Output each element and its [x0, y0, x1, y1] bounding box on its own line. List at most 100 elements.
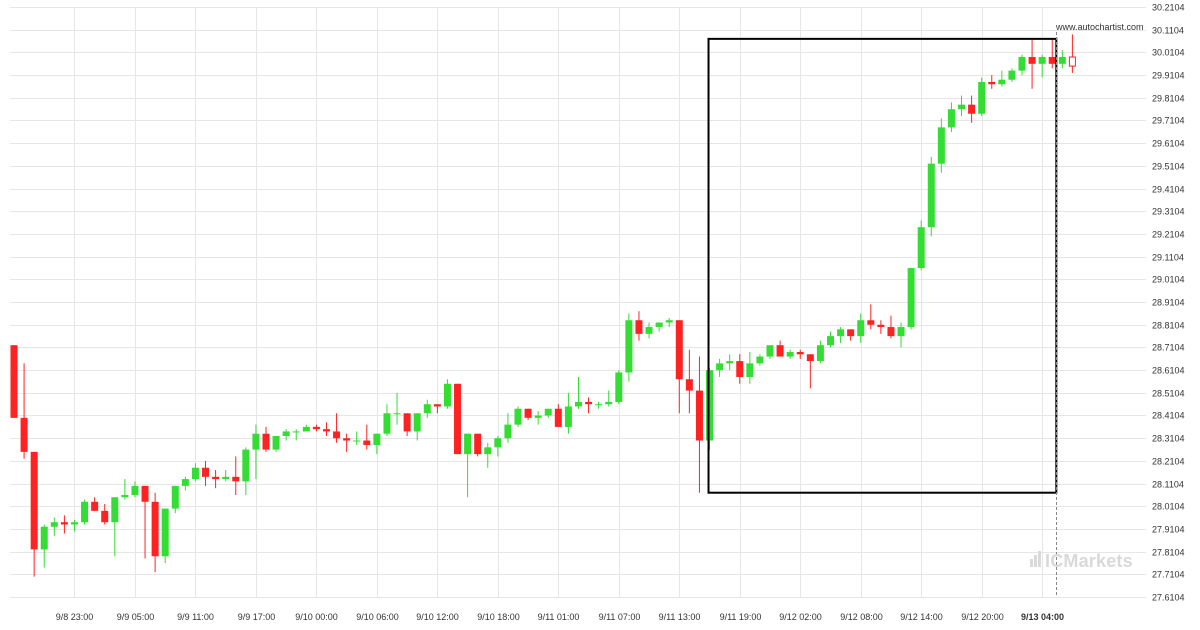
candle-body — [141, 485, 149, 502]
x-tick-label: 9/12 14:00 — [900, 612, 943, 622]
y-tick-label: 29.3104 — [1152, 207, 1185, 217]
candle-body — [181, 479, 189, 486]
candle — [685, 349, 693, 414]
candle-body — [1038, 57, 1046, 64]
y-tick-label: 28.4104 — [1152, 411, 1185, 421]
candle-body — [464, 433, 472, 455]
candle-body — [927, 163, 935, 228]
candle-body — [998, 79, 1006, 85]
y-tick-label: 29.0104 — [1152, 275, 1185, 285]
candle — [645, 322, 653, 339]
candle — [272, 435, 280, 452]
candle-body — [615, 372, 623, 402]
annotation-layer — [707, 32, 1058, 597]
x-tick-label: 9/11 13:00 — [659, 612, 701, 622]
candle — [333, 413, 341, 443]
candle-body — [111, 497, 119, 523]
candle — [252, 424, 260, 480]
candle-body — [695, 390, 703, 441]
y-tick-label: 28.8104 — [1152, 321, 1185, 331]
candle — [564, 392, 572, 434]
candle — [353, 431, 361, 446]
candle — [242, 447, 250, 495]
candle-body — [222, 476, 230, 480]
candle — [574, 376, 582, 409]
candle-body — [574, 401, 582, 407]
candle-body — [585, 401, 593, 405]
candle — [786, 349, 794, 359]
y-tick-label: 27.7104 — [1152, 570, 1185, 580]
candle — [554, 404, 562, 427]
candle-body — [81, 501, 89, 523]
candle-body — [524, 408, 532, 418]
candle-body — [685, 379, 693, 391]
candle-body — [383, 413, 391, 434]
candle — [1018, 54, 1026, 76]
candle — [232, 456, 240, 495]
candle — [484, 442, 492, 468]
candle — [837, 327, 845, 343]
candle-body — [937, 127, 945, 164]
candle — [907, 268, 915, 330]
candle-body — [403, 413, 411, 432]
y-tick-label: 30.1104 — [1152, 26, 1184, 36]
candle-body — [353, 440, 361, 442]
candle-body — [796, 352, 804, 355]
candle — [121, 479, 129, 500]
candle-body — [272, 435, 280, 450]
candle — [282, 429, 290, 441]
candle — [695, 356, 703, 493]
candle-body — [363, 440, 371, 446]
candle — [262, 426, 270, 452]
candle — [937, 118, 945, 173]
candle-body — [968, 104, 976, 114]
candle — [716, 358, 724, 377]
candle-body — [726, 361, 734, 364]
y-axis-tick-labels: 30.2104 30.1104 30.0104 29.9104 29.8104 29.71… — [1152, 3, 1185, 603]
candle — [514, 406, 522, 427]
candle — [736, 354, 744, 384]
candle — [655, 322, 663, 332]
y-tick-label: 28.9104 — [1152, 298, 1185, 308]
candle-body — [867, 320, 875, 325]
brand-name: ICMarkets — [1045, 551, 1133, 571]
candle — [1038, 54, 1046, 78]
candle-body — [907, 268, 915, 328]
candle-body — [816, 345, 824, 362]
y-tick-label: 29.5104 — [1152, 162, 1185, 172]
candle-body — [30, 451, 38, 550]
candle-body — [625, 320, 633, 373]
candle — [635, 311, 643, 341]
candle-body — [151, 501, 159, 557]
candle — [917, 220, 925, 271]
x-tick-label: 9/11 01:00 — [538, 612, 580, 622]
candle — [816, 340, 824, 364]
candle — [343, 433, 351, 452]
candle — [504, 413, 512, 443]
x-tick-label: 9/10 00:00 — [295, 612, 338, 622]
candle-body — [423, 404, 431, 414]
candle-body — [534, 415, 542, 418]
candle — [947, 102, 955, 132]
candle-body — [302, 426, 310, 432]
candle-body — [171, 485, 179, 509]
y-tick-label: 30.0104 — [1152, 48, 1185, 58]
candle — [897, 322, 905, 348]
candle — [171, 485, 179, 514]
candle — [141, 485, 149, 559]
y-tick-label: 30.2104 — [1152, 3, 1185, 13]
candle — [534, 411, 542, 425]
y-tick-label: 29.9104 — [1152, 71, 1185, 81]
candle-body — [161, 508, 169, 557]
y-tick-label: 29.4104 — [1152, 185, 1185, 195]
candle — [20, 363, 28, 459]
candle — [877, 320, 885, 334]
candle — [10, 345, 18, 418]
x-axis-tick-labels: 9/8 23:00 9/9 05:00 9/9 11:00 9/9 17:00 9/10… — [56, 612, 1064, 622]
candle-body — [544, 408, 552, 416]
watermark-url: www.autochartist.com — [1055, 22, 1144, 32]
candle — [423, 399, 431, 418]
x-tick-label: 9/11 19:00 — [720, 612, 762, 622]
candle — [393, 392, 401, 425]
candle-body — [494, 438, 502, 448]
